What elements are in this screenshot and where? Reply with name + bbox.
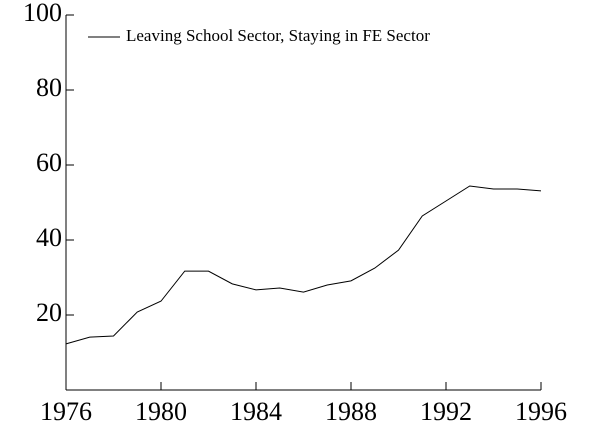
y-tick-label: 60 — [36, 148, 62, 177]
x-tick-label: 1988 — [325, 397, 377, 426]
x-tick-label: 1996 — [515, 397, 567, 426]
y-tick-label: 20 — [36, 298, 62, 327]
y-tick-label: 40 — [36, 223, 62, 252]
x-tick-label: 1980 — [135, 397, 187, 426]
data-line — [65, 185, 542, 345]
x-tick-label: 1992 — [420, 397, 472, 426]
legend-label: Leaving School Sector, Staying in FE Sec… — [126, 26, 430, 45]
y-tick-label: 80 — [36, 73, 62, 102]
x-tick-label: 1976 — [40, 397, 92, 426]
x-tick-label: 1984 — [230, 397, 282, 426]
y-tick-label: 100 — [23, 0, 62, 27]
